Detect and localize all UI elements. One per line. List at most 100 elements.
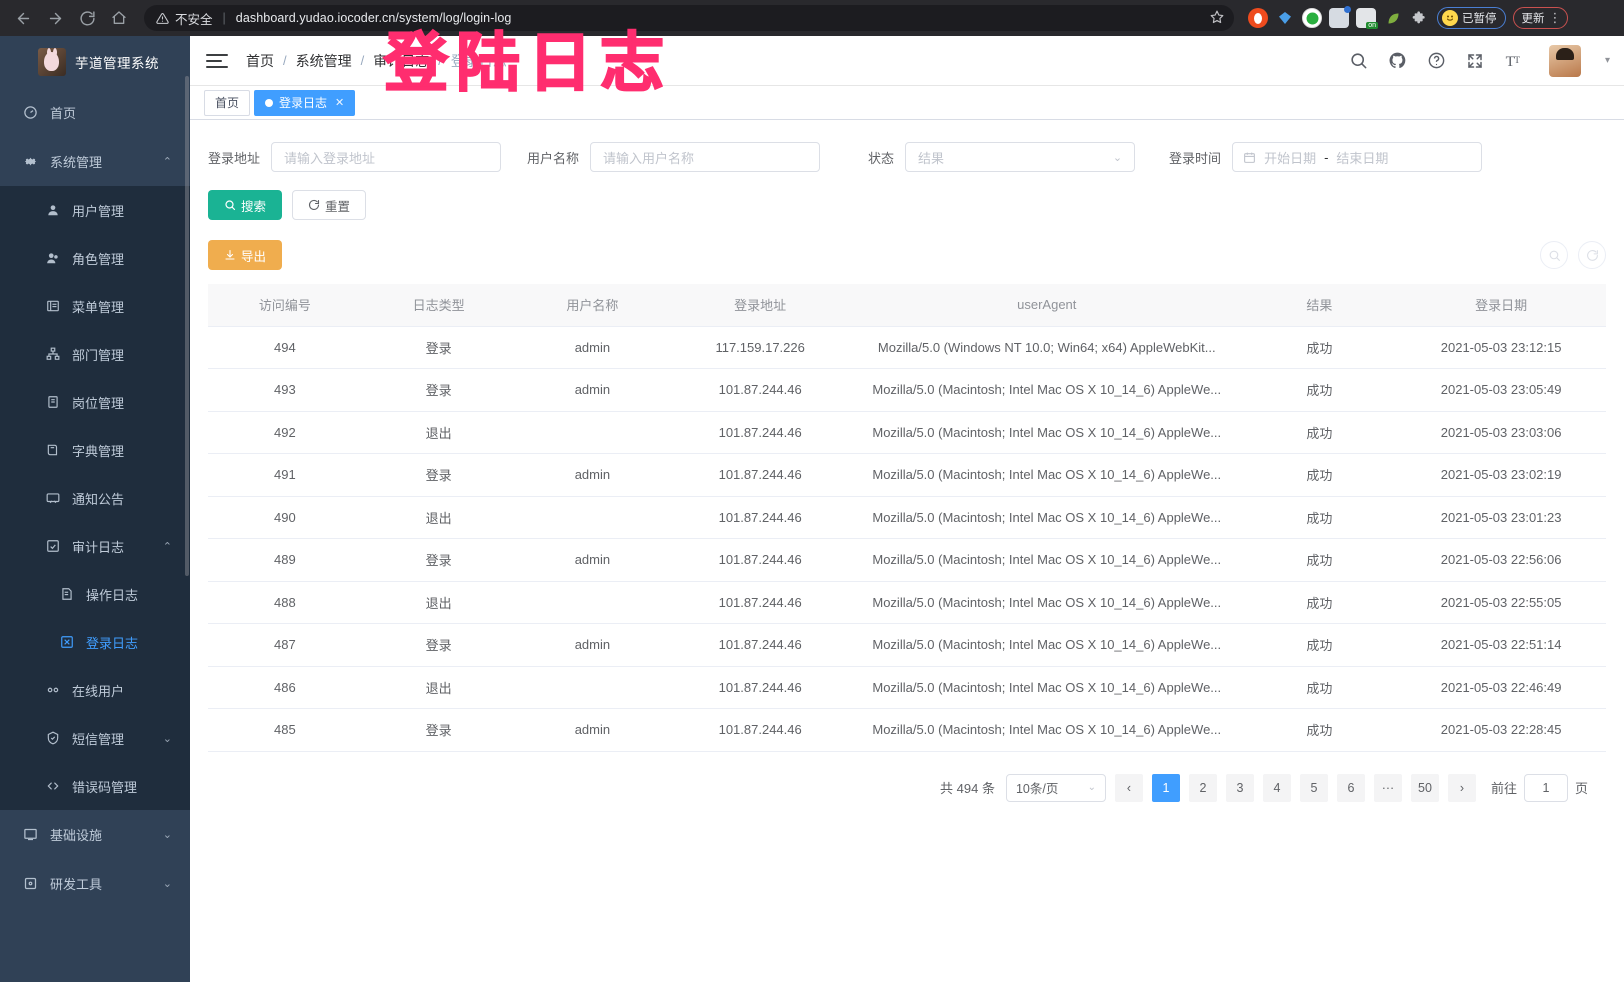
reload-icon[interactable] — [72, 3, 102, 33]
username-input[interactable]: 请输入用户名称 — [590, 142, 821, 172]
sidebar-item-dict-management[interactable]: 字典管理 — [0, 426, 190, 474]
login-address-input[interactable]: 请输入登录地址 — [271, 142, 502, 172]
extension-wechat-icon[interactable] — [1302, 8, 1322, 28]
filter-label: 登录地址 — [208, 150, 261, 166]
home-icon[interactable] — [104, 3, 134, 33]
cell-ip: 101.87.244.46 — [669, 496, 852, 539]
sidebar-item-system[interactable]: 系统管理 ⌃ — [0, 137, 190, 186]
extension-on-toggle-icon[interactable]: on — [1356, 8, 1378, 29]
dashboard-icon — [22, 105, 39, 120]
cell-user: admin — [515, 623, 670, 667]
pagination-page-button[interactable]: 3 — [1225, 773, 1254, 802]
table-row[interactable]: 485 登录 admin 101.87.244.46 Mozilla/5.0 (Maci… — [208, 708, 1606, 752]
sidebar-scroll-thumb[interactable] — [185, 76, 189, 576]
insecure-warning-icon — [156, 12, 169, 25]
sidebar-item-menu-management[interactable]: 菜单管理 — [0, 282, 190, 330]
sidebar-item-role-management[interactable]: 角色管理 — [0, 234, 190, 282]
pagination-last-page-button[interactable]: 50 — [1410, 773, 1439, 802]
cell-user: admin — [515, 708, 670, 752]
search-icon[interactable] — [1349, 51, 1368, 70]
paused-badge[interactable]: 已暂停 — [1437, 7, 1506, 29]
table-row[interactable]: 487 登录 admin 101.87.244.46 Mozilla/5.0 (Maci… — [208, 623, 1606, 667]
table-row[interactable]: 488 退出 101.87.244.46 Mozilla/5.0 (Macintosh… — [208, 581, 1606, 624]
sidebar-item-label: 首页 — [50, 106, 77, 121]
sidebar-item-notice[interactable]: 通知公告 — [0, 474, 190, 522]
sidebar-item-dev-tools[interactable]: 研发工具 ⌄ — [0, 859, 190, 908]
paused-label: 已暂停 — [1462, 13, 1497, 25]
table-row[interactable]: 489 登录 admin 101.87.244.46 Mozilla/5.0 (Maci… — [208, 538, 1606, 582]
tab-home[interactable]: 首页 — [204, 89, 251, 116]
tab-login-log[interactable]: 登录日志 ✕ — [254, 89, 356, 116]
table-row[interactable]: 491 登录 admin 101.87.244.46 Mozilla/5.0 (Maci… — [208, 453, 1606, 497]
login-time-daterange[interactable]: 开始日期 - 结束日期 — [1232, 142, 1483, 172]
table-row[interactable]: 486 退出 101.87.244.46 Mozilla/5.0 (Macintosh… — [208, 666, 1606, 709]
close-icon[interactable]: ✕ — [335, 97, 345, 109]
pagination-next-button[interactable]: › — [1447, 773, 1476, 802]
table-row[interactable]: 493 登录 admin 101.87.244.46 Mozilla/5.0 (Maci… — [208, 368, 1606, 412]
chevron-down-icon[interactable]: ▾ — [1604, 55, 1610, 66]
export-button[interactable]: 导出 — [208, 240, 283, 270]
pagination-page-button[interactable]: 5 — [1299, 773, 1328, 802]
table-row[interactable]: 494 登录 admin 117.159.17.226 Mozilla/5.0 (Win… — [208, 326, 1606, 369]
extension-diamond-icon[interactable] — [1275, 8, 1295, 28]
sidebar-item-login-log[interactable]: 登录日志 — [0, 618, 190, 666]
sidebar-item-audit-log[interactable]: 审计日志 ⌃ — [0, 522, 190, 570]
update-button[interactable]: 更新 ⋮ — [1512, 7, 1568, 29]
search-toggle-icon[interactable] — [1540, 241, 1568, 269]
brand[interactable]: 芋道管理系统 — [0, 36, 190, 88]
table-row[interactable]: 490 退出 101.87.244.46 Mozilla/5.0 (Macintosh… — [208, 496, 1606, 539]
sidebar-item-error-code[interactable]: 错误码管理 — [0, 762, 190, 810]
breadcrumb-item[interactable]: 审计日志 — [373, 52, 430, 69]
select-placeholder: 结果 — [918, 150, 945, 166]
search-icon — [224, 199, 236, 211]
sidebar-item-post-management[interactable]: 岗位管理 — [0, 378, 190, 426]
avatar[interactable] — [1548, 44, 1581, 77]
address-bar[interactable]: 不安全 | dashboard.yudao.iocoder.cn/system/… — [144, 5, 1234, 31]
pagination-prev-button[interactable]: ‹ — [1114, 773, 1143, 802]
sidebar-item-home[interactable]: 首页 — [0, 88, 190, 137]
extensions-puzzle-icon[interactable] — [1410, 8, 1430, 28]
pagination-page-button[interactable]: 4 — [1262, 773, 1291, 802]
code-icon — [44, 779, 61, 793]
pagination-page-button[interactable]: 6 — [1336, 773, 1365, 802]
pagination-page-button[interactable]: 2 — [1188, 773, 1217, 802]
update-label: 更新 — [1521, 13, 1545, 25]
reset-button[interactable]: 重置 — [292, 190, 367, 220]
chevron-down-icon: ⌄ — [1112, 151, 1123, 164]
breadcrumb-item[interactable]: 系统管理 — [295, 52, 352, 69]
fullscreen-icon[interactable] — [1466, 52, 1484, 70]
status-select[interactable]: 结果 ⌄ — [905, 142, 1136, 172]
table-row[interactable]: 492 退出 101.87.244.46 Mozilla/5.0 (Macintosh… — [208, 411, 1606, 454]
back-arrow-icon[interactable] — [8, 3, 38, 33]
sidebar-item-online-user[interactable]: 在线用户 — [0, 666, 190, 714]
browser-menu-icon[interactable]: ⋮ — [1548, 10, 1563, 25]
extension-leaf-icon[interactable] — [1383, 8, 1403, 28]
bookmark-star-icon[interactable] — [1210, 10, 1224, 27]
sidebar-item-sms-management[interactable]: 短信管理 ⌄ — [0, 714, 190, 762]
sidebar-item-infrastructure[interactable]: 基础设施 ⌄ — [0, 810, 190, 859]
extension-calendar-icon[interactable] — [1329, 6, 1351, 28]
sidebar-item-operation-log[interactable]: 操作日志 — [0, 570, 190, 618]
cell-useragent: Mozilla/5.0 (Macintosh; Intel Mac OS X 1… — [851, 538, 1243, 582]
refresh-icon[interactable] — [1578, 241, 1606, 269]
extension-opera-icon[interactable] — [1248, 8, 1268, 28]
forward-arrow-icon[interactable] — [40, 3, 70, 33]
search-button[interactable]: 搜索 — [208, 190, 283, 220]
help-icon[interactable] — [1427, 51, 1446, 70]
cell-ip: 101.87.244.46 — [669, 411, 852, 454]
breadcrumb-item[interactable]: 首页 — [246, 52, 274, 69]
table-body: 494 登录 admin 117.159.17.226 Mozilla/5.0 (Win… — [208, 326, 1606, 752]
sidebar-item-dept-management[interactable]: 部门管理 — [0, 330, 190, 378]
collapse-sidebar-icon[interactable] — [206, 53, 228, 68]
sidebar-item-user-management[interactable]: 用户管理 — [0, 186, 190, 234]
github-icon[interactable] — [1388, 51, 1407, 70]
cell-type: 登录 — [361, 368, 516, 412]
pagination-page-button[interactable]: 1 — [1151, 773, 1180, 802]
jump-page-input[interactable]: 1 — [1523, 773, 1568, 802]
page-size-select[interactable]: 10条/页 ⌄ — [1005, 773, 1106, 802]
pagination-ellipsis[interactable]: ··· — [1373, 773, 1402, 802]
tab-label: 首页 — [215, 96, 240, 110]
cell-user — [515, 666, 670, 709]
